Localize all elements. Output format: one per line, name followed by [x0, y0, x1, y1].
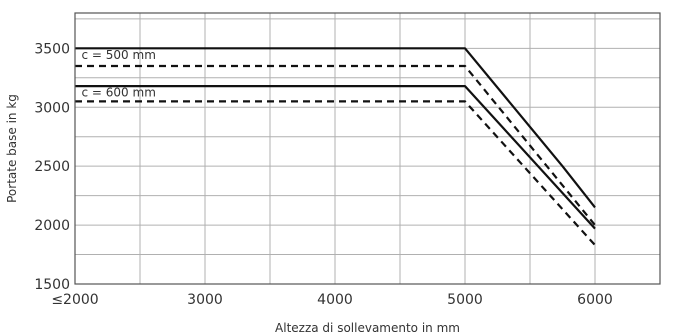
x-tick-label-1: 3000 — [187, 292, 223, 308]
x-axis-label: Altezza di sollevamento in mm — [275, 321, 460, 335]
x-tick-label-4: 6000 — [577, 292, 613, 308]
grid — [74, 13, 661, 285]
series-line-3 — [75, 84, 596, 230]
tick-labels: ≤2000 3000 4000 5000 6000 1500 2000 2500 3000 350… — [34, 41, 612, 308]
series-line-2 — [75, 64, 596, 226]
series-line-1 — [75, 47, 596, 209]
annotation-2: c = 600 mm — [82, 86, 156, 100]
y-tick-label-2: 2500 — [34, 159, 70, 175]
y-tick-label-1: 2000 — [34, 218, 70, 234]
x-tick-label-0: ≤2000 — [51, 292, 98, 308]
y-tick-label-3: 3000 — [34, 100, 70, 116]
x-tick-label-2: 4000 — [317, 292, 353, 308]
annotation-1: c = 500 mm — [82, 48, 156, 62]
y-axis-label: Portate base in kg — [5, 94, 19, 203]
y-tick-label-4: 3500 — [34, 41, 70, 57]
series-line-4 — [75, 100, 596, 246]
y-tick-label-0: 1500 — [34, 277, 70, 293]
annotations: c = 500 mm c = 600 mm — [82, 48, 156, 100]
plot-frame — [74, 12, 661, 285]
series-lines — [75, 47, 596, 246]
x-tick-label-3: 5000 — [447, 292, 483, 308]
